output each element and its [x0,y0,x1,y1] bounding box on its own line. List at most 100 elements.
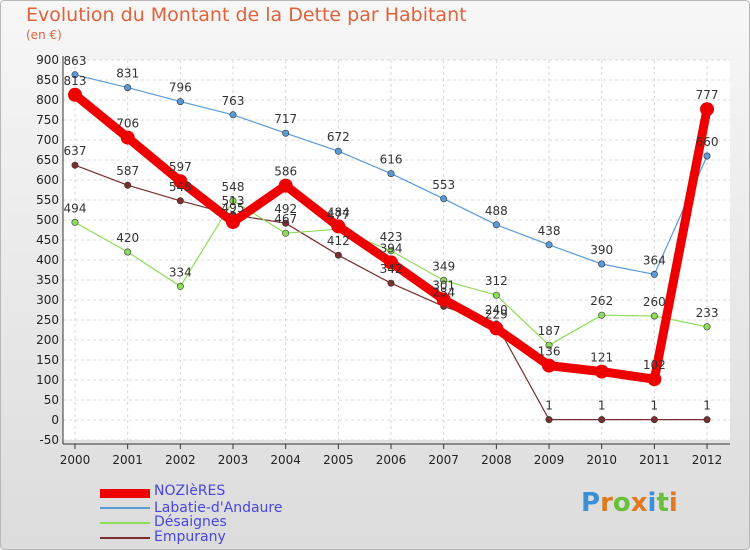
x-tick-label: 2008 [481,453,512,467]
data-label: 262 [590,294,613,308]
data-point [647,372,662,387]
data-point [124,84,132,92]
logo-letter: r [600,488,613,518]
data-label: 342 [380,262,403,276]
logo-letter: P [581,488,601,518]
legend-swatch [100,507,150,509]
y-tick-label: -50 [39,433,59,447]
x-tick-label: 2010 [586,453,617,467]
x-tick-label: 2006 [376,453,407,467]
data-label: 488 [485,204,508,218]
data-point [650,312,658,320]
data-label: 495 [222,201,245,215]
y-tick-label: 750 [36,113,59,127]
data-point [278,178,293,193]
data-point [542,358,557,373]
y-tick-label: 700 [36,133,59,147]
data-point [124,248,132,256]
data-label: 637 [64,144,87,158]
data-label: 513 [222,194,245,208]
data-point [176,98,184,106]
legend-label: Labatie-d'Andaure [154,500,283,516]
data-point [229,197,237,205]
data-point [331,219,346,234]
legend-swatch [100,522,150,524]
data-label: 660 [696,135,719,149]
x-tick-label: 2007 [428,453,459,467]
y-tick-label: 500 [36,213,59,227]
data-label: 813 [64,74,87,88]
data-label: 1 [703,399,711,413]
x-tick-label: 2005 [323,453,354,467]
data-point [176,282,184,290]
data-point [440,276,448,284]
data-label: 467 [274,212,297,226]
data-label: 586 [274,165,297,179]
data-point [68,87,82,102]
data-label: 672 [327,130,350,144]
data-point [387,247,395,255]
data-point [489,321,504,336]
data-point [334,147,342,155]
legend-swatch [100,537,150,539]
y-tick-label: 900 [36,53,59,67]
data-point [71,161,79,169]
data-point [436,292,451,307]
data-label: 349 [432,259,455,273]
data-label: 187 [538,324,561,338]
data-point [226,215,241,229]
data-label: 1 [545,399,553,413]
data-point [650,416,658,424]
chart-unit: (en €) [26,28,62,42]
logo-letter: o [612,488,631,518]
data-point [703,323,711,331]
data-point [598,260,606,268]
data-point [700,102,715,117]
x-tick-label: 2003 [218,453,249,467]
proxiti-logo: Proxiti [581,488,678,518]
data-point [71,71,79,79]
data-point [545,241,553,249]
data-point [334,251,342,259]
y-tick-label: 250 [36,313,59,327]
data-label: 364 [643,253,666,267]
data-point [703,152,711,160]
data-label: 260 [643,295,666,309]
data-point [124,181,132,189]
logo-letter: i [647,488,657,518]
data-label: 438 [538,224,561,238]
legend-label: NOZIèRES [154,483,226,499]
x-tick-label: 2009 [534,453,565,467]
data-point [650,270,658,278]
data-label: 616 [380,153,403,167]
y-tick-label: 350 [36,273,59,287]
y-tick-label: 650 [36,153,59,167]
data-label: 548 [169,180,192,194]
data-point [173,174,188,189]
data-label: 301 [432,279,455,293]
data-point [120,130,135,145]
y-tick-label: 100 [36,373,59,387]
data-point [440,195,448,203]
data-label: 284 [432,285,455,299]
data-point [384,255,399,270]
data-label: 394 [380,241,403,255]
data-label: 136 [538,345,561,359]
logo-letter: t [656,488,669,518]
data-point [703,416,711,424]
legend-swatch [100,489,150,498]
data-point [598,311,606,319]
y-tick-label: 50 [44,393,59,407]
x-tick-label: 2000 [60,453,91,467]
x-tick-label: 2011 [639,453,670,467]
data-label: 706 [116,117,139,131]
logo-letter: i [668,488,678,518]
legend-label: Empurany [154,529,226,545]
y-tick-label: 400 [36,253,59,267]
logo-letter: x [630,488,648,518]
x-tick-label: 2012 [692,453,723,467]
data-label: 597 [169,160,192,174]
x-tick-label: 2001 [112,453,143,467]
data-point [387,279,395,287]
